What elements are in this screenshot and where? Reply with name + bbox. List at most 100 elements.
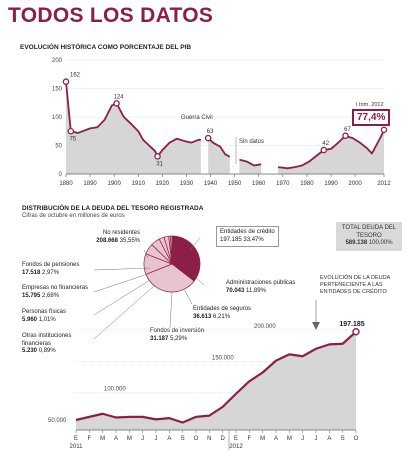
hist-y-tick: 50 [55,144,62,150]
label-personas-fisicas: Personas físicas 5.960 1,01% [22,309,67,323]
hist-x-tick: 2012 [377,181,391,187]
label-fondos-inversion: Fondos de inversión 31.187 5,29% [150,328,205,342]
hist-area-segment-0 [66,81,201,174]
line-y-tick: 150.000 [212,355,234,361]
line-x-tick: J [315,436,318,442]
line-x-tick: J [155,436,158,442]
hist-x-tick: 2000 [348,181,362,187]
hist-x-tick: 1950 [228,181,242,187]
hist-point-label: 75 [69,136,76,142]
hist-point [67,128,75,135]
hist-x-tick: 1990 [324,181,338,187]
hist-point-label: 67 [344,127,351,133]
line-x-tick: E [74,436,78,442]
hist-line-segment-0 [65,81,201,158]
hist-x-tick: 1930 [180,181,194,187]
label-empresas-no-financieras: Empresas no financieras 15.795 2,68% [22,285,89,299]
line-y-tick: 100.000 [104,387,126,393]
label-fondos-pensiones: Fondos de pensiones 17.518 2,97% [22,262,80,276]
label-otras-instituciones: Otras instituciones financieras 5.230 0,… [22,333,72,354]
line-x-tick: S [181,436,185,442]
pie-leader-line [189,237,201,251]
line-y-tick: 200.000 [254,324,276,330]
line-x-tick: M [100,436,105,442]
hist-line-segment-1 [207,137,231,158]
hist-point [342,132,349,140]
hist-point-label: 42 [322,141,329,147]
line-year-label: 2011 [70,444,84,450]
hist-point [204,134,212,142]
line-x-tick: N [207,436,211,442]
hist-x-tick: 1880 [59,181,73,187]
label-administraciones-publicas: Administraciones públicas 70.043 11,89% [226,280,296,294]
historical-area-chart: 0 50 100 150 200 1880 1890 1900 1910 1920 1930 1940… [52,58,391,187]
pie-slice-8 [170,235,173,265]
evolution-pointer-arrow [312,322,320,330]
hist-x-tick: 1900 [108,181,122,187]
line-x-tick: J [141,436,144,442]
hist-point-label: 31 [156,161,163,167]
line-x-tick: A [274,436,278,442]
line-x-tick: E [234,436,238,442]
line-x-tick: O [194,436,199,442]
hist-x-tick: 1960 [252,181,266,187]
line-x-tick: D [220,436,225,442]
line-x-tick: M [127,436,132,442]
hist-x-tick: 1920 [156,181,170,187]
pie-leader-line [169,291,173,329]
hist-area-segment-2 [239,159,262,174]
hist-y-tick: 150 [52,87,63,93]
line-x-tick: A [114,436,118,442]
hist-area-segment-3 [278,129,384,174]
hist-x-tick: 1890 [83,181,97,187]
hist-point [154,153,161,160]
line-area [76,331,356,430]
line-x-tick: A [167,436,171,442]
pie-leader-line [93,279,151,316]
pie-leader-line [143,249,149,259]
hist-line-segment-3 [277,129,385,170]
pie-chart-title: DISTRIBUCIÓN DE LA DEUDA DEL TESORO REGI… [22,205,204,212]
line-x-tick: M [287,436,292,442]
hist-point [113,100,120,107]
hist-point-label: 124 [114,94,125,100]
line-series [75,330,357,424]
hist-point [320,146,328,154]
line-end-point [352,328,360,336]
hist-line-segment-2 [239,158,262,167]
latest-value-badge: 77,4% [352,109,391,126]
annotation-guerra-civil: Guerra Civil [181,115,213,121]
line-y-tick: 50.000 [48,418,67,424]
pie-leader-line [93,267,151,271]
hist-y-tick: 100 [52,115,63,121]
pie-leader-line [183,288,193,305]
hist-point [62,78,70,85]
hist-y-tick: 200 [52,58,63,64]
page-title: TODOS LOS DATOS [8,4,214,27]
pie-slice-0 [171,235,201,282]
annotation-trim: I trim. 2012 [356,102,384,108]
hist-x-tick: 1940 [204,181,218,187]
annotation-sin-datos: Sin datos [239,139,264,145]
line-x-tick: F [247,436,251,442]
line-x-tick: F [87,436,91,442]
hist-area-segment-1 [208,138,230,174]
line-end-label: 197.185 [339,321,364,328]
line-x-tick: M [260,436,265,442]
line-x-tick: A [327,436,331,442]
total-debt-box: TOTAL DEUDA DEL TESORO 589.138 100,00% [336,222,402,251]
pie-leader-line [93,273,149,293]
line-x-tick: S [341,436,345,442]
pie-slice-1 [145,263,195,293]
evolution-note: EVOLUCIÓN DE LA DEUDA PERTENECIENTE A LA… [320,275,390,295]
hist-y-tick: 0 [59,172,63,178]
hist-x-tick: 1980 [300,181,314,187]
hist-point-label: 162 [70,73,81,79]
line-year-label: 2012 [229,444,243,450]
label-entidades-seguros: Entidades de seguros 36.613 6,21% [193,306,252,320]
label-no-residentes: No residentes 208.668 35,55% [96,230,140,244]
historical-chart-title: EVOLUCIÓN HISTÓRICA COMO PORCENTAJE DEL … [20,44,192,51]
hist-point [380,126,388,134]
